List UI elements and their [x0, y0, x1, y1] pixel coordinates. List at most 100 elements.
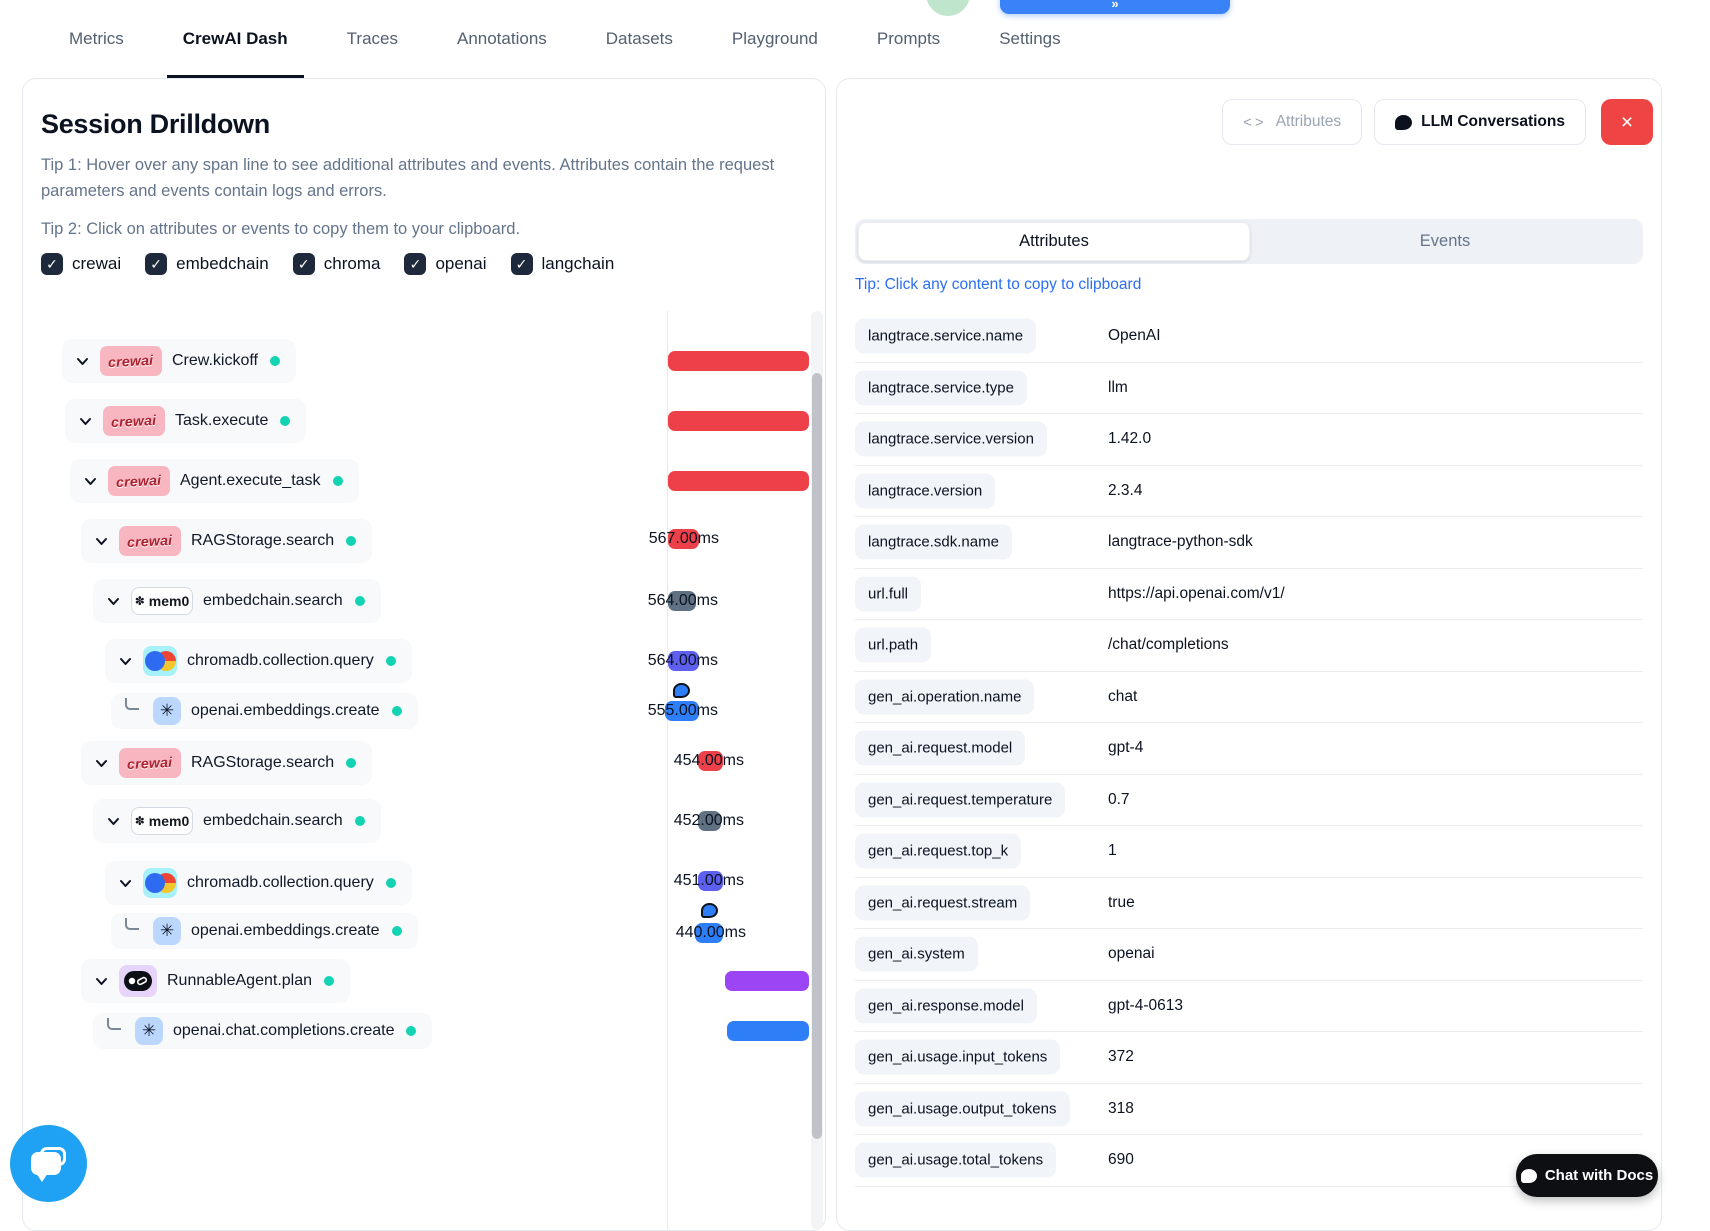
- llm-chat-bubble-icon[interactable]: [673, 683, 690, 698]
- attribute-row: langtrace.service.type llm: [855, 363, 1643, 415]
- span-row-runnableagent-plan[interactable]: RunnableAgent.plan: [81, 959, 350, 1003]
- span-row-ragstorage-search[interactable]: crewai RAGStorage.search: [81, 741, 372, 785]
- chevron-down-icon[interactable]: [77, 413, 93, 429]
- attribute-value[interactable]: /chat/completions: [1108, 636, 1229, 654]
- chevron-down-icon[interactable]: [117, 875, 133, 891]
- langchain-logo-icon: [119, 965, 157, 997]
- chevron-down-icon[interactable]: [93, 755, 109, 771]
- chevron-down-icon[interactable]: [74, 353, 90, 369]
- attribute-value[interactable]: langtrace-python-sdk: [1108, 533, 1253, 551]
- tab-events[interactable]: Events: [1250, 222, 1640, 261]
- attribute-key[interactable]: gen_ai.request.model: [855, 731, 1025, 766]
- span-name: Task.execute: [175, 412, 268, 430]
- chevron-down-icon[interactable]: [82, 473, 98, 489]
- attribute-key[interactable]: gen_ai.usage.input_tokens: [855, 1040, 1060, 1075]
- attribute-value[interactable]: 690: [1108, 1151, 1134, 1169]
- attributes-view-button[interactable]: <> Attributes: [1222, 99, 1362, 145]
- chevron-down-icon[interactable]: [93, 533, 109, 549]
- duration-bar-crew-kickoff[interactable]: [668, 351, 809, 371]
- chevron-down-icon[interactable]: [117, 653, 133, 669]
- nav-tab-metrics[interactable]: Metrics: [53, 2, 140, 78]
- attribute-value[interactable]: 2.3.4: [1108, 482, 1142, 500]
- close-button[interactable]: ×: [1601, 99, 1653, 145]
- attribute-row: gen_ai.request.temperature 0.7: [855, 775, 1643, 827]
- span-row-ragstorage-search[interactable]: crewai RAGStorage.search: [81, 519, 372, 563]
- span-row-task-execute[interactable]: crewai Task.execute: [65, 399, 306, 443]
- nav-tab-crewai-dash[interactable]: CrewAI Dash: [167, 2, 304, 78]
- attribute-key[interactable]: gen_ai.request.stream: [855, 885, 1030, 920]
- nav-tab-datasets[interactable]: Datasets: [590, 2, 689, 78]
- scrollbar-thumb[interactable]: [812, 373, 822, 1139]
- llm-conversations-label: LLM Conversations: [1421, 113, 1565, 131]
- span-row-chromadb-query[interactable]: chromadb.collection.query: [105, 861, 412, 905]
- attribute-value[interactable]: true: [1108, 894, 1135, 912]
- attribute-value[interactable]: llm: [1108, 379, 1128, 397]
- attribute-key[interactable]: url.full: [855, 576, 921, 611]
- attribute-value[interactable]: 1.42.0: [1108, 430, 1151, 448]
- tree-elbow-connector: [125, 918, 139, 930]
- session-drilldown-panel: Session Drilldown Tip 1: Hover over any …: [22, 78, 826, 1231]
- chevron-down-icon[interactable]: [93, 973, 109, 989]
- span-name: embedchain.search: [203, 812, 343, 830]
- attribute-key[interactable]: gen_ai.request.temperature: [855, 782, 1065, 817]
- attribute-key[interactable]: langtrace.service.type: [855, 370, 1027, 405]
- main-nav: Metrics CrewAI Dash Traces Annotations D…: [0, 2, 1077, 78]
- attribute-value[interactable]: 0.7: [1108, 791, 1130, 809]
- attribute-value[interactable]: openai: [1108, 945, 1155, 963]
- mem0-logo-text: mem0: [149, 813, 189, 829]
- openai-logo-icon: ✳: [153, 697, 181, 725]
- crewai-logo-text: crewai: [108, 352, 154, 370]
- nav-tab-annotations[interactable]: Annotations: [441, 2, 563, 78]
- code-brackets-icon: <>: [1243, 114, 1267, 131]
- span-row-embedchain-search[interactable]: ✽mem0 embedchain.search: [93, 579, 381, 623]
- chevron-down-icon[interactable]: [105, 813, 121, 829]
- span-name: embedchain.search: [203, 592, 343, 610]
- duration-bar-agent-execute-task[interactable]: [668, 471, 809, 491]
- span-row-agent-execute-task[interactable]: crewai Agent.execute_task: [70, 459, 359, 503]
- attribute-key[interactable]: langtrace.sdk.name: [855, 525, 1012, 560]
- attribute-value[interactable]: OpenAI: [1108, 327, 1161, 345]
- llm-conversations-button[interactable]: LLM Conversations: [1374, 99, 1586, 145]
- attribute-value[interactable]: gpt-4-0613: [1108, 997, 1183, 1015]
- chat-widget-button[interactable]: [10, 1125, 87, 1202]
- attribute-value[interactable]: 1: [1108, 842, 1117, 860]
- chevron-down-icon[interactable]: [105, 593, 121, 609]
- span-row-openai-chat-completions[interactable]: ✳ openai.chat.completions.create: [93, 1013, 432, 1049]
- duration-label: 452.00ms: [594, 811, 744, 831]
- duration-bar-openai-chat[interactable]: [727, 1021, 809, 1041]
- attribute-value[interactable]: 318: [1108, 1100, 1134, 1118]
- attribute-key[interactable]: langtrace.service.version: [855, 422, 1047, 457]
- duration-bar-task-execute[interactable]: [668, 411, 809, 431]
- span-row-openai-embeddings[interactable]: ✳ openai.embeddings.create: [111, 913, 418, 949]
- nav-tab-prompts[interactable]: Prompts: [861, 2, 956, 78]
- span-row-crew-kickoff[interactable]: crewai Crew.kickoff: [62, 339, 296, 383]
- nav-tab-settings[interactable]: Settings: [983, 2, 1076, 78]
- docs-chat-icon: [1521, 1169, 1537, 1183]
- attribute-row: gen_ai.request.model gpt-4: [855, 723, 1643, 775]
- attribute-value[interactable]: gpt-4: [1108, 739, 1143, 757]
- tab-attributes[interactable]: Attributes: [858, 222, 1250, 261]
- attribute-key[interactable]: langtrace.service.name: [855, 319, 1036, 354]
- attribute-key[interactable]: url.path: [855, 628, 931, 663]
- attribute-value[interactable]: chat: [1108, 688, 1137, 706]
- attribute-key[interactable]: langtrace.version: [855, 473, 995, 508]
- duration-label: 567.00ms: [569, 529, 719, 549]
- chat-with-docs-button[interactable]: Chat with Docs: [1516, 1154, 1658, 1197]
- attribute-value[interactable]: 372: [1108, 1048, 1134, 1066]
- span-row-openai-embeddings[interactable]: ✳ openai.embeddings.create: [111, 693, 418, 729]
- attribute-key[interactable]: gen_ai.usage.total_tokens: [855, 1143, 1056, 1178]
- span-row-embedchain-search[interactable]: ✽mem0 embedchain.search: [93, 799, 381, 843]
- llm-chat-bubble-icon[interactable]: [701, 903, 718, 918]
- span-row-chromadb-query[interactable]: chromadb.collection.query: [105, 639, 412, 683]
- attribute-key[interactable]: gen_ai.operation.name: [855, 679, 1034, 714]
- attribute-key[interactable]: gen_ai.request.top_k: [855, 834, 1021, 869]
- status-dot: [355, 596, 365, 606]
- attribute-key[interactable]: gen_ai.usage.output_tokens: [855, 1091, 1070, 1126]
- nav-tab-traces[interactable]: Traces: [331, 2, 414, 78]
- duration-bar-runnableagent-plan[interactable]: [725, 971, 809, 991]
- span-name: Agent.execute_task: [180, 472, 321, 490]
- attribute-value[interactable]: https://api.openai.com/v1/: [1108, 585, 1285, 603]
- attribute-key[interactable]: gen_ai.response.model: [855, 988, 1037, 1023]
- nav-tab-playground[interactable]: Playground: [716, 2, 834, 78]
- attribute-key[interactable]: gen_ai.system: [855, 937, 978, 972]
